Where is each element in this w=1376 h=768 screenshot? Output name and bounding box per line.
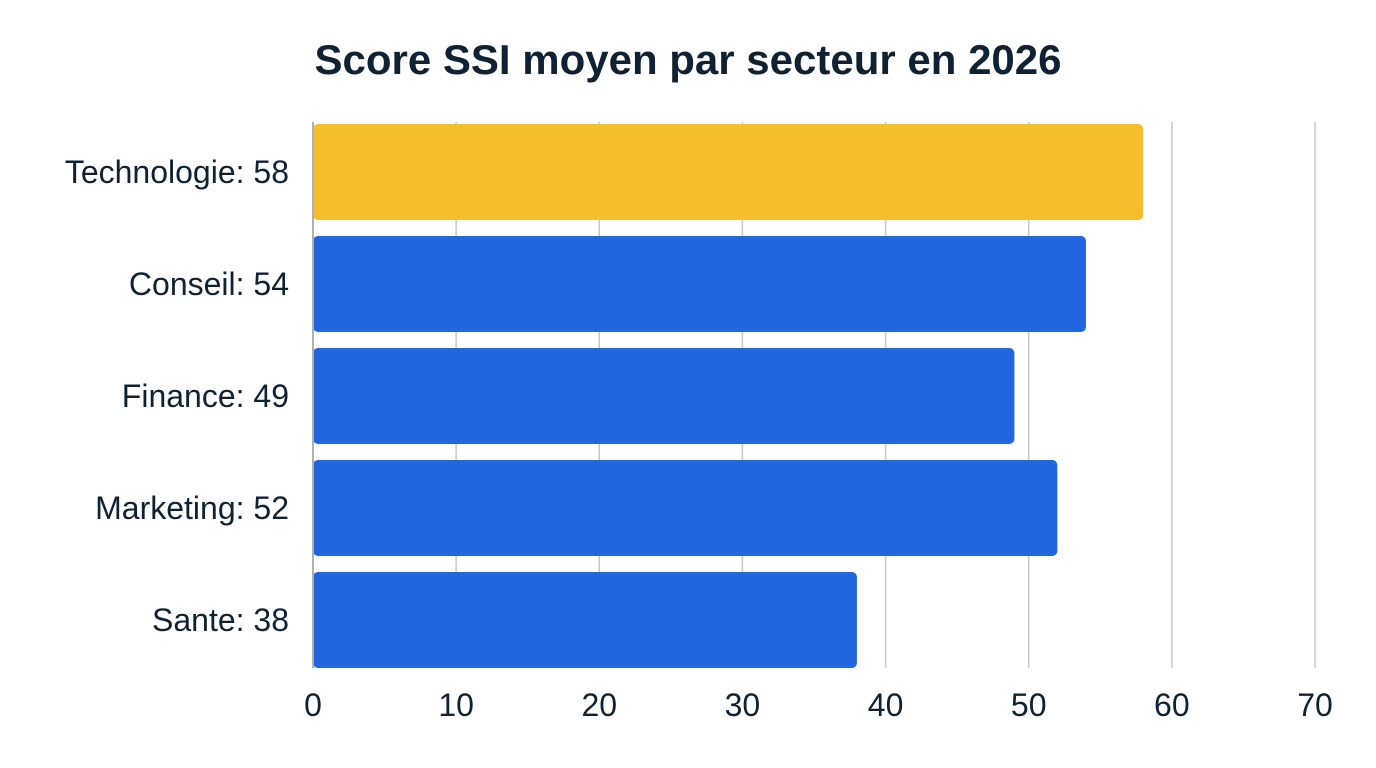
x-tick-label: 50: [1011, 687, 1047, 723]
chart-title: Score SSI moyen par secteur en 2026: [314, 36, 1062, 83]
x-tick-label: 10: [438, 687, 474, 723]
bar: [313, 348, 1015, 444]
x-tick-label: 30: [725, 687, 761, 723]
category-label: Conseil: 54: [129, 266, 289, 302]
category-label: Marketing: 52: [95, 490, 289, 526]
category-label: Finance: 49: [122, 378, 289, 414]
bar: [313, 124, 1144, 220]
x-tick-label: 40: [868, 687, 904, 723]
x-tick-label: 70: [1297, 687, 1333, 723]
x-tick-label: 20: [581, 687, 617, 723]
x-tick-label: 0: [304, 687, 322, 723]
bar: [313, 460, 1058, 556]
category-label: Sante: 38: [152, 602, 289, 638]
bar: [313, 572, 857, 668]
x-tick-label: 60: [1154, 687, 1190, 723]
bar: [313, 236, 1086, 332]
category-label: Technologie: 58: [65, 154, 289, 190]
